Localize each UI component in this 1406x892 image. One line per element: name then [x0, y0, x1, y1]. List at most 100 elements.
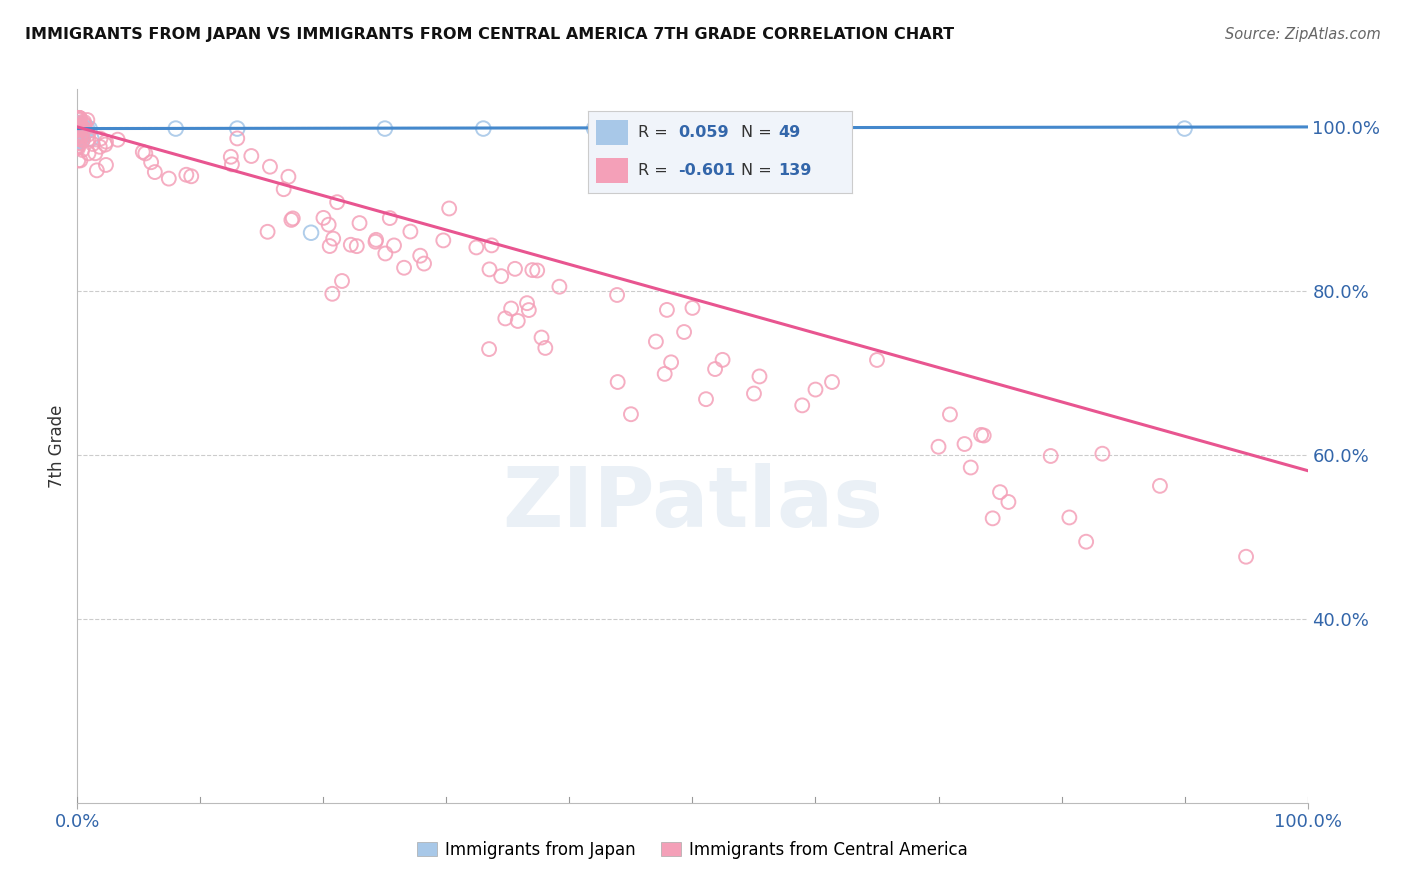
- Point: [70, 143, 93, 157]
- Point: [66, 113, 89, 128]
- Point: [67, 124, 90, 138]
- Point: [66, 127, 89, 141]
- Point: [67, 134, 90, 148]
- Point: [939, 408, 962, 422]
- Point: [66, 111, 89, 125]
- Point: [1039, 449, 1062, 463]
- Point: [67, 153, 90, 168]
- Point: [382, 238, 405, 252]
- Point: [66, 133, 89, 147]
- Point: [66, 111, 89, 125]
- Point: [67, 121, 90, 136]
- Point: [73, 119, 96, 133]
- Point: [273, 182, 295, 196]
- Point: [73, 115, 96, 129]
- Point: [69, 111, 91, 125]
- Point: [953, 437, 976, 451]
- Point: [73, 117, 96, 131]
- Point: [69, 128, 91, 143]
- Point: [620, 407, 643, 421]
- Point: [673, 325, 696, 339]
- Point: [66, 134, 89, 148]
- Point: [107, 133, 129, 147]
- Point: [409, 249, 432, 263]
- Point: [997, 495, 1019, 509]
- Point: [704, 362, 727, 376]
- Point: [67, 132, 90, 146]
- Point: [481, 238, 503, 252]
- Point: [374, 121, 396, 136]
- Point: [66, 130, 89, 145]
- Point: [69, 119, 91, 133]
- Point: [830, 121, 852, 136]
- Point: [76, 113, 98, 128]
- Point: [742, 386, 765, 401]
- Point: [654, 367, 676, 381]
- Point: [77, 146, 100, 161]
- Point: [326, 195, 349, 210]
- Point: [866, 353, 889, 368]
- Point: [432, 234, 454, 248]
- Point: [226, 121, 249, 136]
- Point: [221, 157, 243, 171]
- Point: [66, 131, 89, 145]
- Point: [66, 130, 89, 145]
- Point: [240, 149, 263, 163]
- Point: [69, 132, 91, 146]
- Point: [503, 261, 526, 276]
- Point: [530, 330, 553, 344]
- Point: [66, 139, 89, 153]
- Point: [970, 428, 993, 442]
- Point: [180, 169, 202, 184]
- Point: [67, 136, 90, 151]
- Point: [86, 163, 108, 178]
- Point: [69, 120, 91, 134]
- Point: [517, 303, 540, 318]
- Point: [73, 121, 96, 136]
- Point: [981, 511, 1004, 525]
- Point: [494, 311, 516, 326]
- Point: [132, 145, 155, 159]
- Point: [66, 120, 89, 135]
- Point: [659, 355, 682, 369]
- Point: [94, 135, 117, 149]
- Point: [66, 135, 89, 149]
- Point: [821, 375, 844, 389]
- Point: [277, 169, 299, 184]
- Point: [134, 146, 156, 161]
- Point: [364, 235, 387, 249]
- Point: [67, 125, 90, 139]
- Point: [67, 111, 90, 125]
- Point: [67, 135, 90, 149]
- Point: [259, 160, 281, 174]
- Point: [94, 158, 117, 172]
- Point: [748, 369, 770, 384]
- Point: [346, 239, 368, 253]
- Point: [374, 246, 396, 260]
- Point: [465, 240, 488, 254]
- Point: [80, 131, 103, 145]
- Point: [67, 111, 90, 125]
- Y-axis label: 7th Grade: 7th Grade: [48, 404, 66, 488]
- Text: IMMIGRANTS FROM JAPAN VS IMMIGRANTS FROM CENTRAL AMERICA 7TH GRADE CORRELATION C: IMMIGRANTS FROM JAPAN VS IMMIGRANTS FROM…: [25, 27, 955, 42]
- Point: [1174, 121, 1197, 136]
- Point: [928, 440, 950, 454]
- Point: [437, 202, 460, 216]
- Point: [501, 301, 523, 316]
- Point: [413, 256, 436, 270]
- Point: [66, 117, 89, 131]
- Point: [340, 237, 363, 252]
- Point: [67, 136, 90, 150]
- Point: [478, 342, 501, 356]
- Point: [143, 165, 166, 179]
- Point: [606, 375, 628, 389]
- Point: [66, 128, 89, 143]
- Point: [516, 296, 538, 310]
- Point: [364, 233, 387, 247]
- Point: [66, 128, 89, 143]
- Point: [69, 112, 91, 126]
- Point: [330, 274, 353, 288]
- Point: [72, 133, 94, 147]
- Point: [67, 130, 90, 145]
- Point: [77, 132, 100, 146]
